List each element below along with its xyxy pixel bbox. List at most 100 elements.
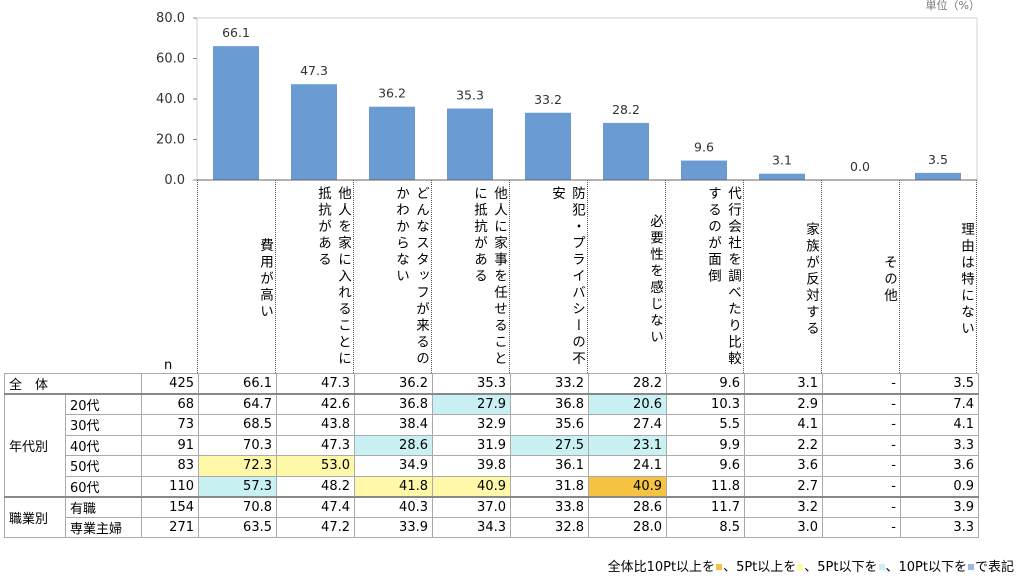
value-cell: 68.5 bbox=[198, 414, 277, 436]
bar-value-label: 36.2 bbox=[378, 86, 406, 101]
n-cell: 73 bbox=[141, 414, 199, 436]
value-cell: 64.7 bbox=[198, 393, 277, 415]
legend-text-1: 全体比10Pt以上を bbox=[607, 560, 716, 575]
y-tick-label: 80.0 bbox=[156, 11, 185, 26]
bar-value-label: 66.1 bbox=[222, 25, 250, 40]
value-cell: 34.9 bbox=[354, 455, 433, 477]
value-cell: 28.6 bbox=[588, 495, 667, 518]
value-cell: 53.0 bbox=[276, 455, 355, 477]
value-cell: 40.3 bbox=[354, 495, 433, 518]
value-cell: - bbox=[822, 455, 901, 477]
value-cell: 32.9 bbox=[432, 414, 511, 436]
bar bbox=[681, 160, 727, 180]
value-cell: 3.1 bbox=[744, 373, 823, 395]
value-cell: 8.5 bbox=[666, 516, 745, 538]
value-cell: 36.2 bbox=[354, 373, 433, 395]
value-cell: 3.0 bbox=[744, 516, 823, 538]
table-row: 年代別 20代 68 64.7 42.6 36.8 27.9 36.8 20.6 10.3 2.9-… bbox=[4, 393, 979, 497]
table-row: 専業主婦 271 63.5 47.2 33.9 34.3 32.8 28.0 8.5 3.0-3.… bbox=[5, 516, 979, 538]
legend-swatch-yellow bbox=[797, 563, 804, 570]
row-label: 有職 bbox=[65, 495, 142, 518]
value-cell: - bbox=[822, 373, 901, 395]
bar-value-label: 47.3 bbox=[300, 63, 328, 78]
value-cell: 38.4 bbox=[354, 414, 433, 436]
value-cell: 39.8 bbox=[432, 455, 511, 477]
value-cell: - bbox=[822, 475, 901, 497]
bar-value-label: 35.3 bbox=[456, 88, 484, 103]
value-cell: 4.1 bbox=[900, 414, 979, 436]
value-cell: 3.3 bbox=[900, 516, 979, 538]
bar-value-label: 0.0 bbox=[850, 159, 870, 174]
row-label: 60代 bbox=[65, 475, 142, 497]
value-cell: 24.1 bbox=[588, 455, 667, 477]
value-cell: 36.1 bbox=[510, 455, 589, 477]
value-cell: 57.3 bbox=[198, 475, 277, 497]
bar bbox=[447, 108, 493, 180]
value-cell: 9.6 bbox=[666, 455, 745, 477]
value-cell: 7.4 bbox=[900, 393, 979, 415]
legend-text-2: 、5Pt以上を bbox=[723, 560, 797, 575]
value-cell: 47.4 bbox=[276, 495, 355, 518]
bar-value-label: 9.6 bbox=[694, 140, 714, 155]
bar-value-label: 28.2 bbox=[612, 102, 640, 117]
value-cell: 33.2 bbox=[510, 373, 589, 395]
value-cell: 31.8 bbox=[510, 475, 589, 497]
value-cell: - bbox=[822, 516, 901, 538]
value-cell: - bbox=[822, 393, 901, 415]
value-cell: 47.2 bbox=[276, 516, 355, 538]
data-table: 全 体 425 66.1 47.3 36.2 35.3 33.2 28.2 9.6 3.1-3.5… bbox=[4, 373, 979, 538]
value-cell: 70.3 bbox=[198, 434, 277, 456]
row-group-label: 年代別 bbox=[4, 393, 66, 497]
value-cell: 5.5 bbox=[666, 414, 745, 436]
value-cell: 27.4 bbox=[588, 414, 667, 436]
y-tick-label: 60.0 bbox=[156, 52, 185, 67]
value-cell: 0.9 bbox=[900, 475, 979, 497]
row-label: 40代 bbox=[65, 434, 142, 456]
legend-text-4: 、10Pt以下を bbox=[885, 560, 967, 575]
value-cell: 33.9 bbox=[354, 516, 433, 538]
value-cell: 2.9 bbox=[744, 393, 823, 415]
category-caption: 理由は特にない bbox=[899, 180, 977, 373]
value-cell: 3.6 bbox=[900, 455, 979, 477]
category-caption: 必要性を感じない bbox=[587, 180, 665, 373]
value-cell: 28.2 bbox=[588, 373, 667, 395]
category-caption: 費用が高い bbox=[197, 180, 275, 373]
value-cell: 63.5 bbox=[198, 516, 277, 538]
value-cell: 28.0 bbox=[588, 516, 667, 538]
value-cell: - bbox=[822, 414, 901, 436]
category-caption: 他人に家事を任せることに抵抗がある bbox=[431, 180, 509, 373]
value-cell: 41.8 bbox=[354, 475, 433, 497]
value-cell: 2.7 bbox=[744, 475, 823, 497]
row-label: 30代 bbox=[65, 414, 142, 436]
value-cell: 72.3 bbox=[198, 455, 277, 477]
table-row: 50代 83 72.3 53.0 34.9 39.8 36.1 24.1 9.6 3.6-3.6 bbox=[5, 455, 979, 477]
value-cell: 3.9 bbox=[900, 495, 979, 518]
n-cell: 91 bbox=[141, 434, 199, 456]
category-caption: 防犯・プライバシーの不安 bbox=[509, 180, 587, 373]
value-cell: 47.3 bbox=[276, 373, 355, 395]
table-row: 職業別 有職 154 70.8 47.4 40.3 37.0 33.8 28.6 11.7 3.2-… bbox=[4, 495, 979, 538]
value-cell: 32.8 bbox=[510, 516, 589, 538]
n-cell: 154 bbox=[141, 495, 199, 518]
value-cell: 4.1 bbox=[744, 414, 823, 436]
n-cell: 83 bbox=[141, 455, 199, 477]
value-cell: 27.9 bbox=[432, 393, 511, 415]
bar bbox=[525, 112, 571, 180]
value-cell: 2.2 bbox=[744, 434, 823, 456]
value-cell: 66.1 bbox=[198, 373, 277, 395]
bar bbox=[759, 173, 805, 180]
value-cell: 11.8 bbox=[666, 475, 745, 497]
value-cell: 37.0 bbox=[432, 495, 511, 518]
bar bbox=[213, 46, 259, 181]
table-row: 30代 73 68.5 43.8 38.4 32.9 35.6 27.4 5.5 4.1-4.1 bbox=[5, 414, 979, 436]
n-column-header: n bbox=[164, 358, 173, 373]
value-cell: 33.8 bbox=[510, 495, 589, 518]
category-caption: 他人を家に入れることに抵抗がある bbox=[275, 180, 353, 373]
bar bbox=[915, 172, 961, 180]
y-tick-label: 40.0 bbox=[156, 92, 185, 107]
value-cell: 23.1 bbox=[588, 434, 667, 456]
bar bbox=[369, 106, 415, 180]
value-cell: 3.3 bbox=[900, 434, 979, 456]
table-row: 全 体 425 66.1 47.3 36.2 35.3 33.2 28.2 9.6 3.1-3.5 bbox=[4, 373, 979, 395]
n-cell: 425 bbox=[141, 373, 199, 395]
